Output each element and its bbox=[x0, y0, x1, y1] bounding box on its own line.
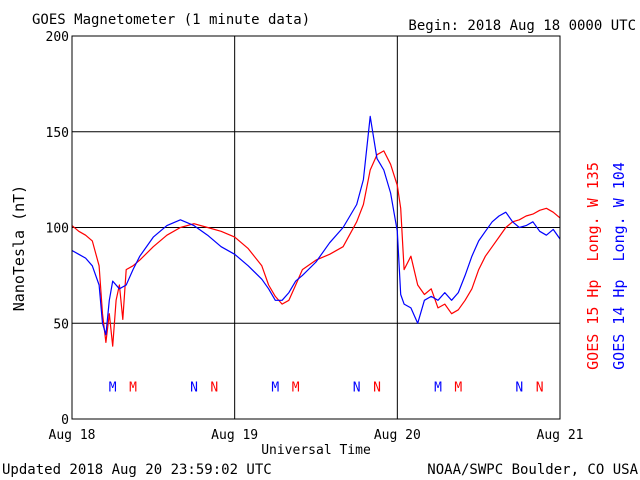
updated-timestamp: Updated 2018 Aug 20 23:59:02 UTC bbox=[2, 462, 272, 478]
noon-marker: N bbox=[536, 380, 544, 395]
plot-frame bbox=[71, 35, 561, 420]
legend-goes14: GOES 14 Hp Long. W 104 bbox=[610, 162, 628, 370]
midnight-marker: M bbox=[454, 380, 462, 395]
midnight-marker: M bbox=[434, 380, 442, 395]
x-tick-label: Aug 18 bbox=[49, 428, 96, 443]
y-tick-label: 100 bbox=[46, 222, 69, 237]
y-axis-label: NanoTesla (nT) bbox=[10, 185, 28, 311]
midnight-marker: M bbox=[109, 380, 117, 395]
y-tick-label: 200 bbox=[46, 30, 69, 45]
y-tick-label: 150 bbox=[46, 126, 69, 141]
y-tick-labels: 0 50 100 150 200 bbox=[46, 30, 69, 428]
x-tick-label: Aug 20 bbox=[374, 428, 421, 443]
midnight-marker: M bbox=[129, 380, 137, 395]
y-tick-label: 50 bbox=[53, 317, 69, 332]
grid bbox=[71, 35, 561, 420]
noon-marker: N bbox=[515, 380, 523, 395]
noon-marker: N bbox=[373, 380, 381, 395]
y-tick-label: 0 bbox=[61, 413, 69, 428]
noon-marker: N bbox=[210, 380, 218, 395]
x-tick-label: Aug 21 bbox=[537, 428, 584, 443]
midnight-marker: M bbox=[292, 380, 300, 395]
begin-label: Begin: 2018 Aug 18 0000 UTC bbox=[408, 18, 636, 34]
series-line-goes15 bbox=[71, 150, 561, 347]
x-tick-labels: Aug 18 Aug 19 Aug 20 Aug 21 bbox=[49, 428, 584, 443]
credit-text: NOAA/SWPC Boulder, CO USA bbox=[427, 462, 638, 478]
midnight-marker: M bbox=[271, 380, 279, 395]
x-tick-label: Aug 19 bbox=[211, 428, 258, 443]
noon-marker: N bbox=[353, 380, 361, 395]
noon-marker: N bbox=[190, 380, 198, 395]
series-line-goes14 bbox=[71, 115, 561, 336]
legend-goes15: GOES 15 Hp Long. W 135 bbox=[584, 162, 602, 370]
x-axis-label: Universal Time bbox=[261, 443, 371, 458]
series-lines bbox=[71, 115, 561, 347]
chart-title: GOES Magnetometer (1 minute data) bbox=[32, 12, 310, 28]
